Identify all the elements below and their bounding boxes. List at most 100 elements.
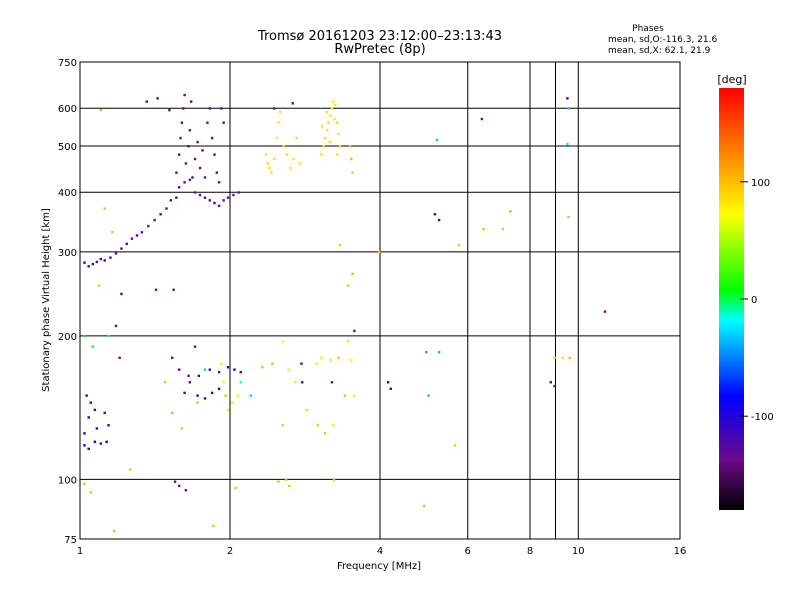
phases-title: Phases <box>632 24 664 34</box>
x-tick-label: 4 <box>377 546 383 557</box>
data-point <box>213 201 216 205</box>
data-point <box>175 171 178 174</box>
data-point <box>147 224 150 228</box>
data-point <box>453 444 457 447</box>
data-point <box>188 178 192 182</box>
data-point <box>264 153 268 156</box>
data-point <box>346 284 350 287</box>
x-tick-label: 1 <box>77 546 83 557</box>
data-point <box>203 368 207 371</box>
data-point <box>315 362 318 365</box>
data-point <box>114 324 118 328</box>
data-point <box>198 193 202 197</box>
data-point <box>233 368 236 371</box>
data-point <box>93 440 97 444</box>
data-point <box>177 368 181 371</box>
data-point <box>105 440 108 444</box>
data-point <box>285 153 289 156</box>
data-point <box>291 102 294 105</box>
data-point <box>239 381 242 384</box>
data-point <box>193 191 197 194</box>
data-point <box>336 121 339 124</box>
data-point <box>338 144 342 148</box>
data-point <box>316 424 320 427</box>
data-point <box>83 334 86 338</box>
data-point <box>103 207 106 210</box>
data-point <box>177 484 181 488</box>
data-point <box>156 97 159 100</box>
data-point <box>329 114 332 117</box>
data-point <box>206 121 209 124</box>
data-point <box>329 358 332 362</box>
data-point <box>321 125 324 128</box>
data-point <box>561 356 564 360</box>
data-point <box>175 196 178 199</box>
data-point <box>433 213 437 216</box>
data-point <box>323 432 327 435</box>
y-tick-label: 500 <box>58 142 77 153</box>
data-point <box>83 482 86 485</box>
data-point <box>159 213 162 216</box>
data-point <box>173 480 177 483</box>
y-tick-label: 750 <box>58 58 77 69</box>
y-tick-label: 400 <box>58 188 77 199</box>
data-point <box>217 387 221 391</box>
colorbar-label: [deg] <box>717 73 746 86</box>
data-point <box>288 484 291 488</box>
data-point <box>171 356 174 360</box>
y-tick-label: 200 <box>58 332 77 343</box>
data-point <box>234 486 237 490</box>
data-point <box>87 447 90 451</box>
x-tick-label: 16 <box>674 546 687 557</box>
data-point <box>103 411 106 415</box>
data-point <box>220 362 223 365</box>
data-point <box>336 153 339 156</box>
data-point <box>215 171 219 174</box>
data-point <box>350 157 353 161</box>
data-point <box>222 381 225 384</box>
data-point <box>281 424 284 427</box>
data-point <box>272 157 276 161</box>
data-point <box>217 204 221 207</box>
data-point <box>566 142 569 146</box>
data-point <box>188 129 192 132</box>
data-point <box>337 132 340 136</box>
data-point <box>222 121 225 124</box>
data-point <box>333 117 336 121</box>
data-point <box>212 524 215 528</box>
data-point <box>208 368 211 371</box>
data-point <box>553 384 556 388</box>
data-point <box>549 381 553 384</box>
data-point <box>99 108 103 112</box>
data-point <box>277 480 280 483</box>
colorbar-tick-label: -100 <box>751 412 774 423</box>
data-point <box>377 250 381 254</box>
data-point <box>226 196 230 199</box>
data-point <box>180 427 184 430</box>
data-point <box>422 504 426 508</box>
data-point <box>213 153 216 156</box>
x-tick-label: 6 <box>465 546 471 557</box>
data-point <box>277 121 280 124</box>
data-point <box>89 491 92 494</box>
data-point <box>193 345 197 348</box>
data-point <box>325 129 329 132</box>
colorbar-tick-label: 100 <box>751 178 770 189</box>
y-axis-label: Stationary phase Virtual Height [km] <box>41 208 52 392</box>
data-point <box>169 199 173 202</box>
data-point <box>153 218 156 222</box>
data-point <box>566 97 569 100</box>
chart-title: Tromsø 20161203 23:12:00–23:13:43 <box>257 29 502 44</box>
y-tick-label: 600 <box>58 104 77 115</box>
data-point <box>295 136 298 140</box>
phases-o-line: mean, sd,O:-116.3, 21.6 <box>608 35 718 45</box>
data-point <box>226 408 230 412</box>
data-point <box>279 110 282 114</box>
data-point <box>187 144 190 148</box>
x-tick-label: 10 <box>572 546 585 557</box>
data-point <box>222 199 225 202</box>
data-point <box>553 356 556 360</box>
data-point <box>107 334 110 338</box>
data-point <box>330 381 334 384</box>
data-point <box>179 136 182 140</box>
